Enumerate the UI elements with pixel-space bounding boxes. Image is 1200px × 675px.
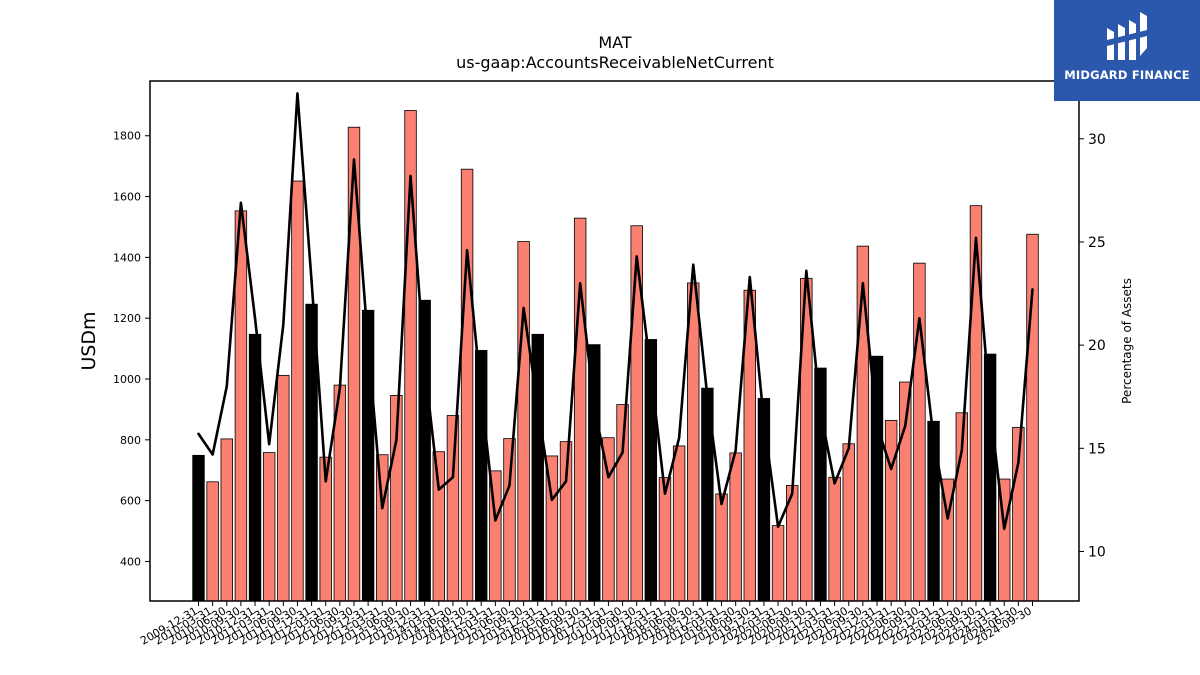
bar bbox=[192, 454, 205, 602]
y-axis-right: 10 15 20 25 30 bbox=[1079, 132, 1106, 560]
bar bbox=[376, 454, 389, 602]
bar bbox=[588, 344, 601, 602]
bar bbox=[432, 451, 446, 602]
bar bbox=[262, 452, 276, 602]
bars-layer bbox=[192, 110, 1039, 602]
y-tick-label: 400 bbox=[120, 555, 141, 568]
bar bbox=[206, 481, 219, 602]
bar bbox=[460, 168, 474, 602]
chart-subtitle: us-gaap:AccountsReceivableNetCurrent bbox=[456, 53, 774, 72]
bar bbox=[842, 443, 855, 602]
bar bbox=[687, 282, 700, 602]
bar bbox=[446, 415, 460, 602]
bar bbox=[277, 374, 290, 602]
bar bbox=[658, 477, 672, 602]
chart-title: MAT bbox=[598, 33, 632, 52]
brand-logo: MIDGARD FINANCE bbox=[1054, 0, 1200, 101]
bar bbox=[503, 438, 516, 602]
bar bbox=[573, 217, 587, 602]
y-tick-label: 1400 bbox=[113, 251, 141, 264]
plot-frame bbox=[149, 80, 1080, 602]
line-layer bbox=[197, 92, 1034, 531]
bar bbox=[715, 493, 728, 602]
y2-tick-label: 20 bbox=[1088, 338, 1106, 354]
y-tick-label: 600 bbox=[120, 495, 141, 508]
y2-tick-label: 15 bbox=[1088, 441, 1106, 457]
bar bbox=[927, 420, 940, 602]
bar bbox=[672, 445, 686, 602]
bar bbox=[899, 381, 912, 602]
line-series bbox=[197, 92, 1034, 531]
y-tick-label: 1600 bbox=[113, 191, 141, 204]
logo-text: MIDGARD FINANCE bbox=[1064, 68, 1190, 82]
bar bbox=[220, 438, 233, 602]
y-axis-label: USDm bbox=[78, 311, 100, 370]
y-tick-label: 800 bbox=[120, 434, 141, 447]
y2-tick-label: 10 bbox=[1088, 544, 1106, 560]
bar bbox=[913, 262, 926, 602]
bar bbox=[969, 205, 983, 602]
bar bbox=[729, 452, 742, 602]
bar bbox=[248, 333, 262, 602]
x-axis: 2009-12-312010-03-312010-06-302010-09-30… bbox=[138, 601, 1034, 648]
bar bbox=[418, 299, 431, 602]
y2-tick-label: 30 bbox=[1088, 132, 1106, 148]
bar bbox=[517, 241, 530, 602]
bar bbox=[856, 245, 870, 602]
y-axis-left: 400 600 800 1000 1200 1400 1600 1800 bbox=[113, 130, 150, 568]
y-tick-label: 1200 bbox=[113, 312, 141, 325]
y-tick-label: 1000 bbox=[113, 373, 141, 386]
midgard-logo-icon bbox=[1107, 12, 1147, 60]
bar bbox=[884, 419, 898, 602]
bar bbox=[291, 180, 304, 602]
y2-axis-label: Percentage of Assets bbox=[1120, 278, 1134, 404]
bar bbox=[828, 476, 841, 602]
y-tick-label: 1800 bbox=[113, 130, 141, 143]
bar bbox=[771, 525, 785, 602]
bar bbox=[983, 353, 997, 602]
y2-tick-label: 25 bbox=[1088, 235, 1106, 251]
bar bbox=[616, 404, 629, 602]
